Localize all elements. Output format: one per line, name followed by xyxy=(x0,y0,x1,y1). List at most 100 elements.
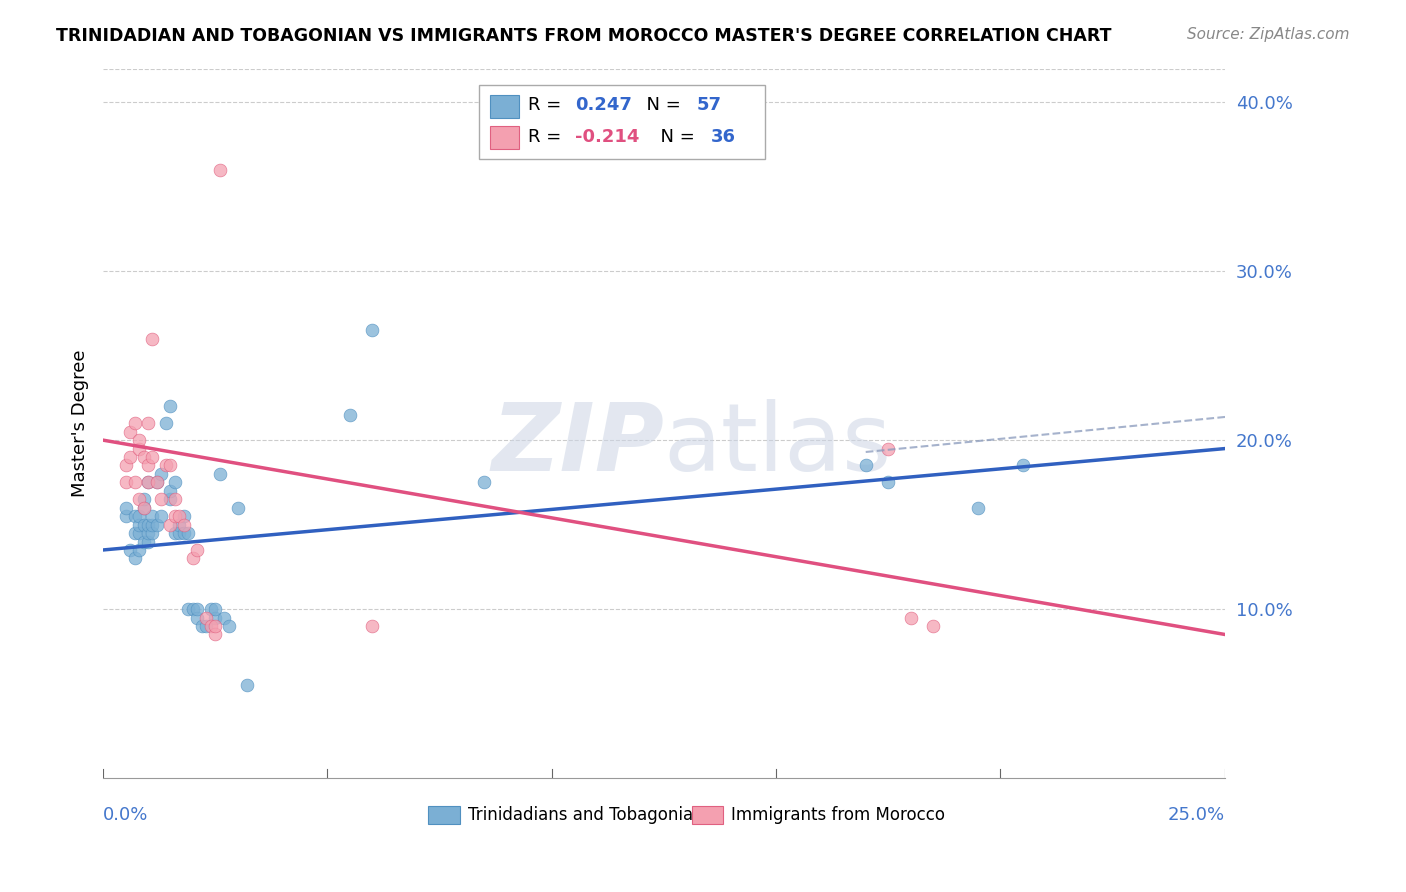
Point xyxy=(208,162,231,177)
Point xyxy=(124,417,146,431)
Text: Source: ZipAtlas.com: Source: ZipAtlas.com xyxy=(1187,27,1350,42)
Point xyxy=(155,458,177,473)
Point xyxy=(474,475,496,490)
Point xyxy=(877,442,900,456)
Text: Immigrants from Morocco: Immigrants from Morocco xyxy=(731,805,945,824)
Point xyxy=(212,610,235,624)
Point xyxy=(159,458,181,473)
Point xyxy=(877,475,900,490)
Point xyxy=(124,475,146,490)
Point xyxy=(132,450,155,464)
Point xyxy=(155,417,177,431)
Point xyxy=(150,492,173,507)
Text: atlas: atlas xyxy=(664,399,893,491)
Point xyxy=(339,408,361,422)
Point xyxy=(118,543,141,558)
FancyBboxPatch shape xyxy=(491,126,519,149)
Point xyxy=(128,543,150,558)
Point xyxy=(204,602,226,616)
Point xyxy=(128,433,150,447)
Point xyxy=(128,517,150,532)
Point xyxy=(1011,458,1033,473)
Point xyxy=(141,517,163,532)
Point xyxy=(150,509,173,524)
Point xyxy=(181,602,204,616)
Point xyxy=(132,492,155,507)
Point xyxy=(200,619,222,633)
Point xyxy=(169,517,191,532)
Point xyxy=(204,610,226,624)
Point xyxy=(200,602,222,616)
Point xyxy=(159,492,181,507)
Point xyxy=(159,517,181,532)
Point xyxy=(195,619,218,633)
Point xyxy=(169,509,191,524)
Point xyxy=(173,517,195,532)
Point xyxy=(966,500,988,515)
Point xyxy=(163,475,186,490)
Text: R =: R = xyxy=(529,128,567,146)
Point xyxy=(124,526,146,541)
Text: N =: N = xyxy=(634,96,686,114)
Point xyxy=(136,534,159,549)
Point xyxy=(204,627,226,641)
Point xyxy=(136,526,159,541)
Text: Trinidadians and Tobagonians: Trinidadians and Tobagonians xyxy=(468,805,711,824)
Point xyxy=(128,442,150,456)
Point xyxy=(235,678,257,692)
Point xyxy=(186,543,208,558)
Point xyxy=(124,509,146,524)
Point xyxy=(136,458,159,473)
Point xyxy=(114,458,136,473)
Point xyxy=(163,509,186,524)
Point xyxy=(208,467,231,481)
Point xyxy=(136,417,159,431)
Point xyxy=(132,500,155,515)
Text: TRINIDADIAN AND TOBAGONIAN VS IMMIGRANTS FROM MOROCCO MASTER'S DEGREE CORRELATIO: TRINIDADIAN AND TOBAGONIAN VS IMMIGRANTS… xyxy=(56,27,1112,45)
Text: 25.0%: 25.0% xyxy=(1167,806,1225,824)
Point xyxy=(136,475,159,490)
Point xyxy=(132,534,155,549)
Point xyxy=(855,458,877,473)
Point xyxy=(128,526,150,541)
Point xyxy=(141,450,163,464)
Point xyxy=(186,602,208,616)
Text: -0.214: -0.214 xyxy=(575,128,640,146)
Point xyxy=(173,509,195,524)
Point xyxy=(118,450,141,464)
Point xyxy=(132,500,155,515)
Point xyxy=(169,526,191,541)
Point xyxy=(150,467,173,481)
Point xyxy=(128,509,150,524)
Point xyxy=(128,492,150,507)
Point xyxy=(181,551,204,566)
Point xyxy=(922,619,945,633)
Point xyxy=(141,509,163,524)
Point xyxy=(114,509,136,524)
Text: N =: N = xyxy=(650,128,700,146)
FancyBboxPatch shape xyxy=(491,95,519,118)
Y-axis label: Master's Degree: Master's Degree xyxy=(72,350,89,497)
Point xyxy=(136,475,159,490)
Point xyxy=(141,332,163,346)
Point xyxy=(361,619,384,633)
Text: 36: 36 xyxy=(711,128,735,146)
Text: R =: R = xyxy=(529,96,567,114)
Point xyxy=(146,517,169,532)
Point xyxy=(132,517,155,532)
Point xyxy=(136,517,159,532)
Text: 0.0%: 0.0% xyxy=(103,806,149,824)
Text: 57: 57 xyxy=(696,96,721,114)
Point xyxy=(900,610,922,624)
Point xyxy=(146,475,169,490)
Point xyxy=(361,323,384,337)
Point xyxy=(124,551,146,566)
Point xyxy=(159,483,181,498)
Point xyxy=(173,526,195,541)
Point xyxy=(218,619,240,633)
Point xyxy=(186,610,208,624)
Point xyxy=(191,619,214,633)
Point xyxy=(163,526,186,541)
Point xyxy=(195,610,218,624)
Point xyxy=(141,526,163,541)
